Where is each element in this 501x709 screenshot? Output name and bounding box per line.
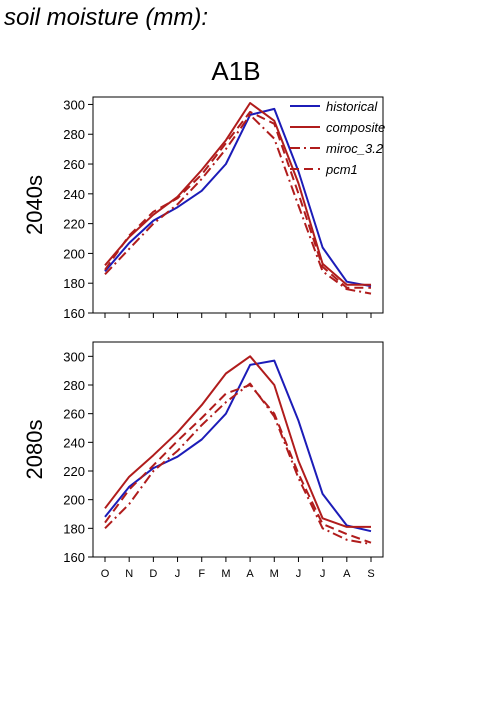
- y-tick-label: 260: [63, 157, 85, 172]
- x-tick-label: A: [343, 568, 351, 580]
- y-tick-label: 220: [63, 217, 85, 232]
- y-tick-label: 280: [63, 127, 85, 142]
- y-tick-label: 280: [63, 378, 85, 393]
- x-tick-label: N: [125, 568, 133, 580]
- y-axis-label: 2080s: [22, 420, 47, 480]
- y-tick-label: 220: [63, 464, 85, 479]
- y-tick-label: 160: [63, 550, 85, 565]
- legend-label: historical: [326, 99, 378, 114]
- y-tick-label: 180: [63, 521, 85, 536]
- x-tick-label: S: [367, 568, 374, 580]
- series-line-historical: [104, 107, 372, 288]
- y-tick-label: 180: [63, 276, 85, 291]
- y-tick-label: 300: [63, 349, 85, 364]
- x-tick-label: A: [246, 568, 254, 580]
- legend-label: composite: [326, 120, 385, 135]
- y-tick-label: 260: [63, 407, 85, 422]
- y-tick-label: 240: [63, 435, 85, 450]
- legend-label: pcm1: [325, 162, 358, 177]
- chart-panel-2080s: 160 180 200 220 240 260 280 300 O N D J F M A M J J A S 2080…: [22, 341, 384, 580]
- series-line-historical: [104, 359, 372, 533]
- x-tick-label: D: [149, 568, 157, 580]
- scenario-title: A1B: [211, 56, 261, 86]
- x-tick-label: F: [198, 568, 205, 580]
- series-line-composite: [104, 102, 371, 286]
- x-tick-label: J: [296, 568, 302, 580]
- x-tick-label: O: [101, 568, 110, 580]
- page-title: soil moisture (mm):: [4, 4, 209, 31]
- series-line-composite: [104, 355, 371, 528]
- chart-panel-2040s: 160 180 200 220 240 260 280 300 2040s historical c…: [22, 96, 385, 321]
- x-tick-label: J: [320, 568, 326, 580]
- y-tick-label: 160: [63, 306, 85, 321]
- series-line-miroc-3-2: [104, 382, 372, 546]
- y-tick-label: 300: [63, 97, 85, 112]
- legend-label: miroc_3.2: [326, 141, 384, 156]
- series-line-pcm1: [104, 110, 371, 289]
- y-tick-label: 240: [63, 187, 85, 202]
- y-tick-label: 200: [63, 246, 85, 261]
- series-line-miroc-3-2: [104, 113, 372, 295]
- plot-frame: [92, 341, 384, 558]
- x-tick-label: M: [270, 568, 279, 580]
- series-line-pcm1: [104, 384, 372, 544]
- x-tick-label: J: [175, 568, 181, 580]
- y-tick-label: 200: [63, 493, 85, 508]
- y-axis-label: 2040s: [22, 175, 47, 235]
- x-tick-label: M: [221, 568, 230, 580]
- plot-frame: [92, 96, 384, 314]
